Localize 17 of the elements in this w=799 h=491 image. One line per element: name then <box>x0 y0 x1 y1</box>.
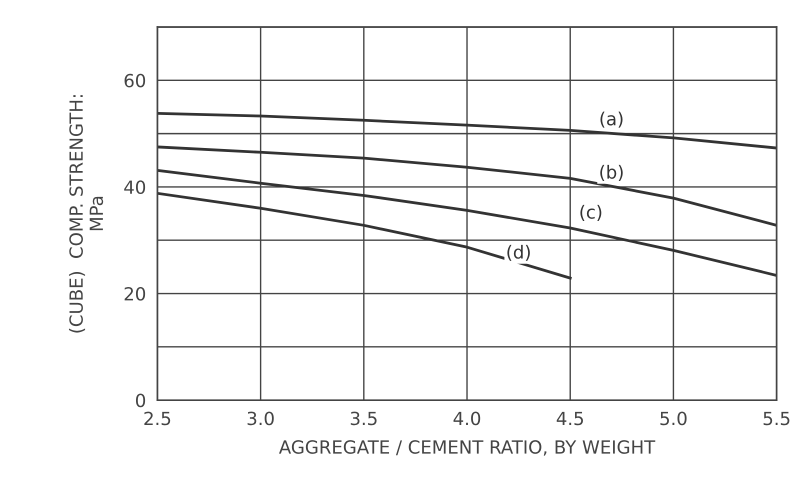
x-tick-label: 2.5 <box>144 412 170 426</box>
annotation: (c) <box>580 204 602 221</box>
y-tick-label: 60 <box>124 74 146 88</box>
x-tick-label: 4.5 <box>556 412 583 426</box>
annotation: (d) <box>507 244 530 261</box>
x-axis-title: AGGREGATE / CEMENT RATIO, BY WEIGHT <box>278 440 656 456</box>
y-tick-label: 20 <box>124 287 146 301</box>
y-axis-title: (CUBE) COMP. STRENGTH: MPa <box>68 95 104 333</box>
annotation: (b) <box>600 164 623 181</box>
x-tick-label: 4.0 <box>454 412 480 426</box>
y-tick-label: 0 <box>136 394 146 408</box>
x-tick-label: 3.5 <box>350 412 377 426</box>
x-tick-label: 5.5 <box>764 412 790 426</box>
x-tick-label: 3.0 <box>248 412 274 426</box>
annotation: (a) <box>600 112 623 128</box>
y-tick-label: 40 <box>124 180 146 194</box>
x-tick-label: 5.0 <box>660 412 687 426</box>
